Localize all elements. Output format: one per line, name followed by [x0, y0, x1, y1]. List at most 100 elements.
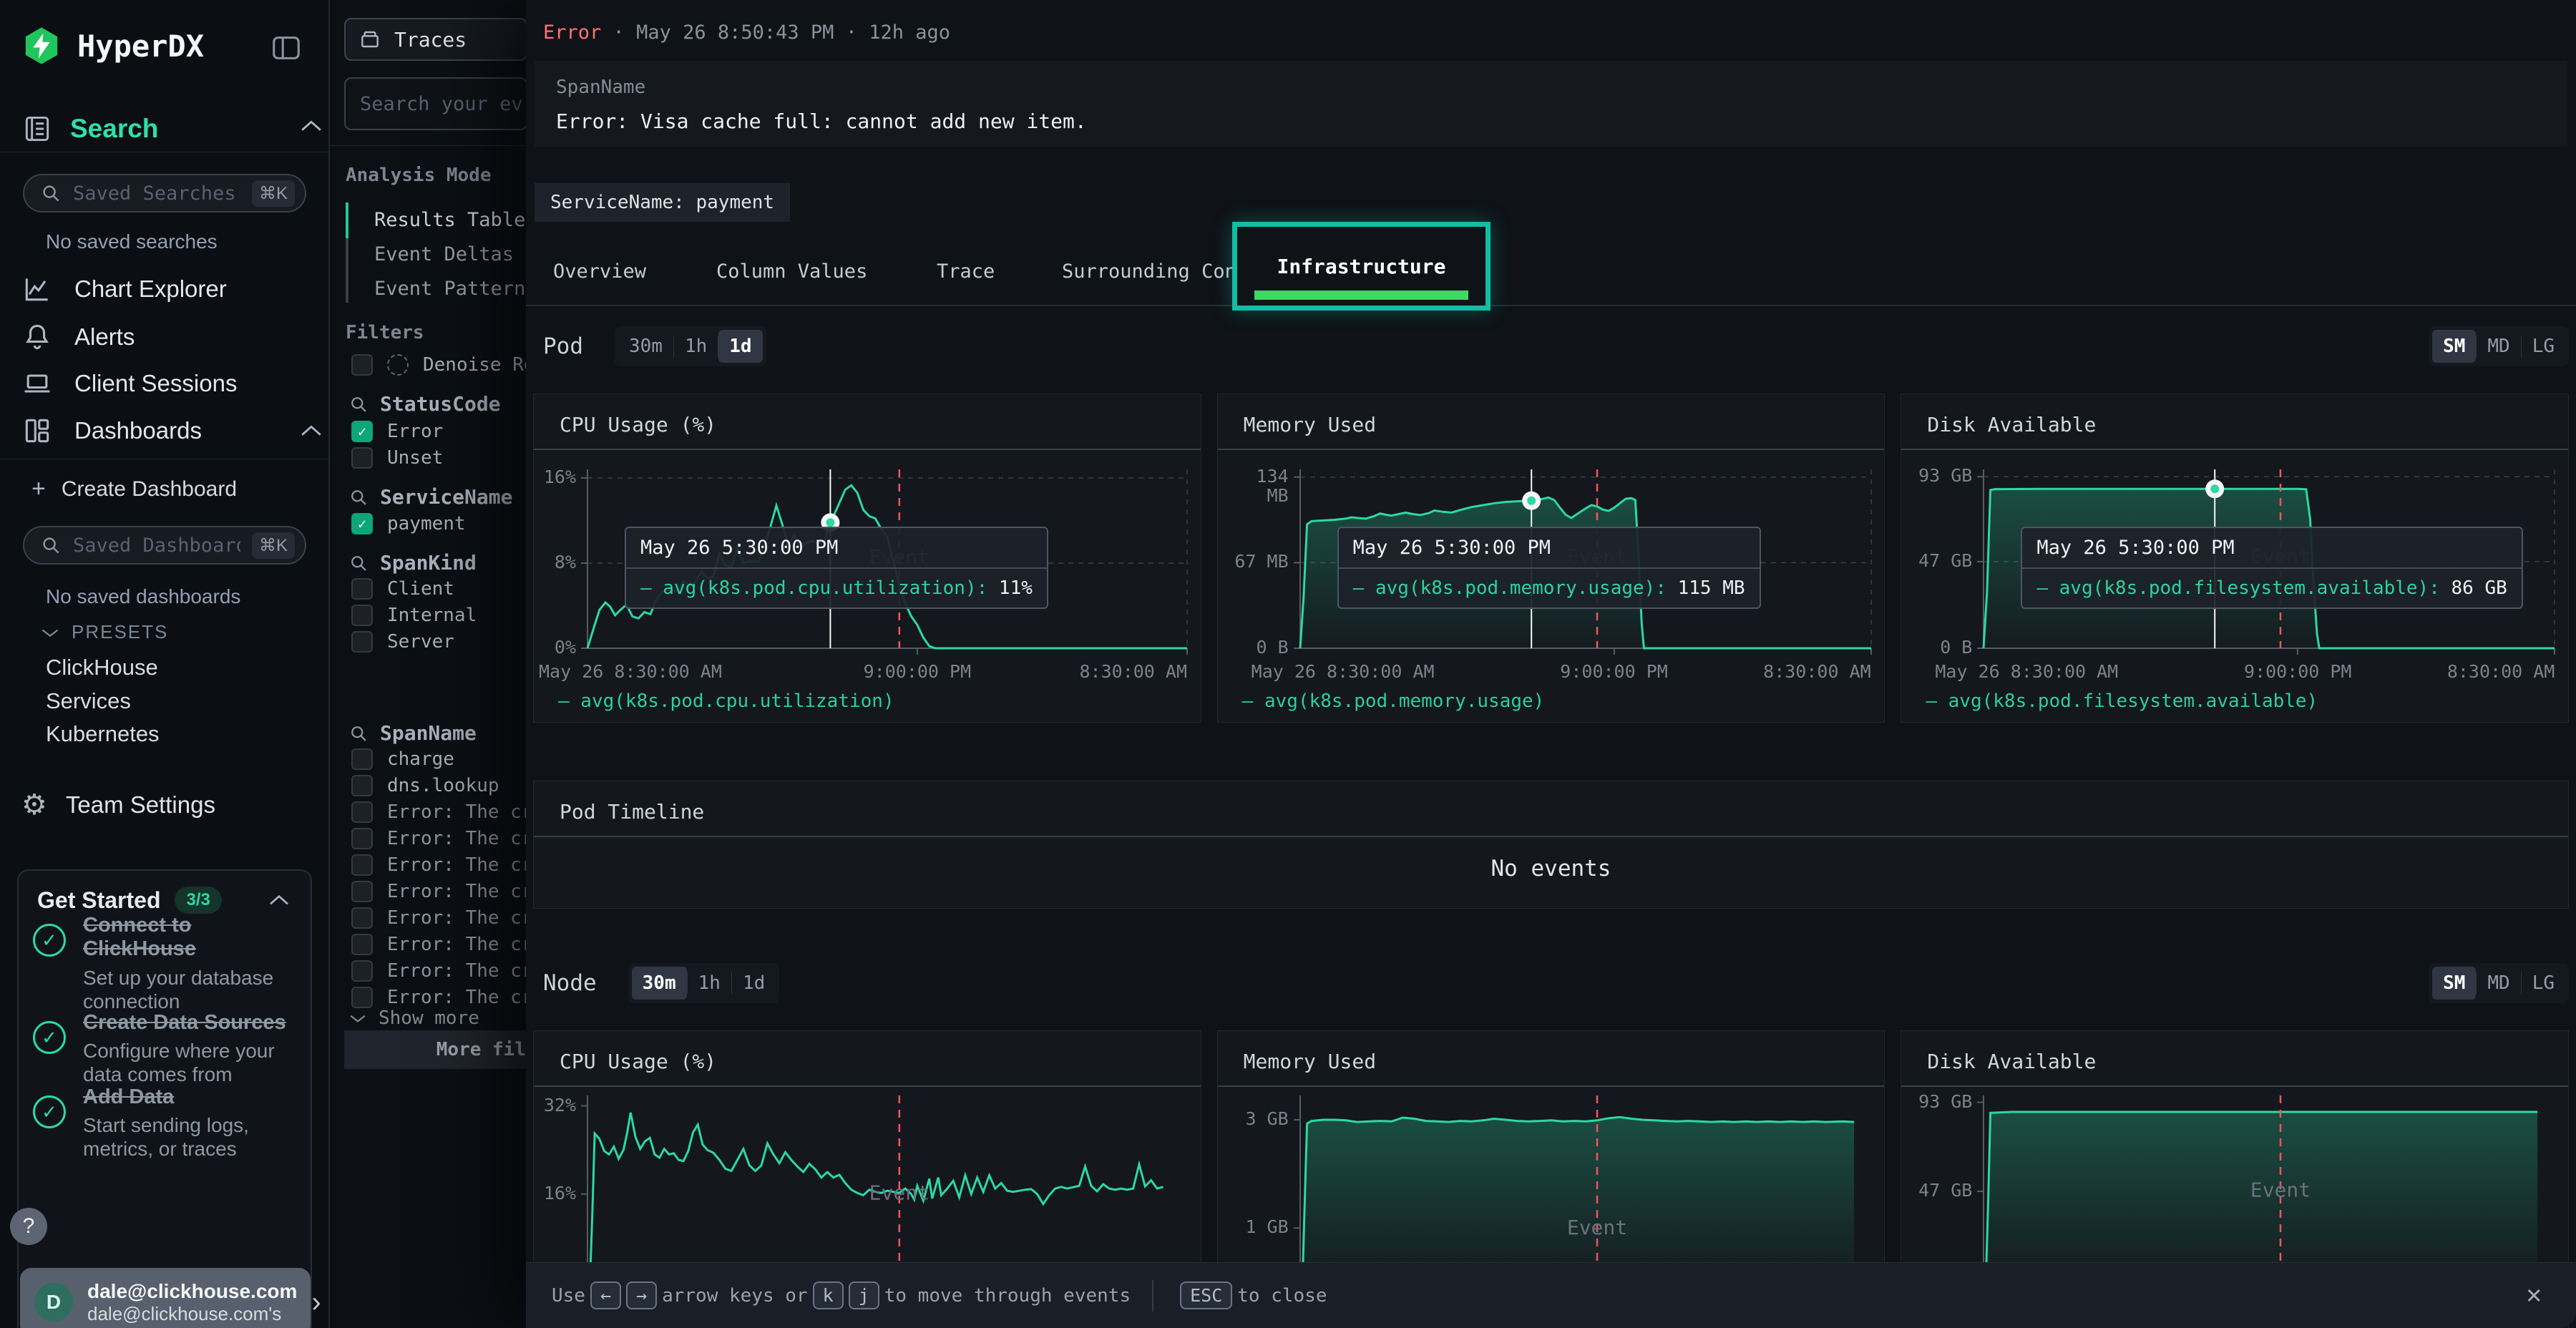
service-name-chip[interactable]: ServiceName: payment	[535, 183, 791, 222]
filter-option[interactable]: Unset	[351, 447, 443, 469]
filter-option[interactable]: dns.lookup	[351, 775, 499, 796]
search-icon	[348, 394, 369, 414]
y-axis-tick: 47 GB	[1918, 550, 1973, 571]
pod-charts-row: CPU Usage (%)EventMay 26 5:30:00 PM— avg…	[533, 394, 2570, 723]
tab-trace[interactable]: Trace	[937, 260, 995, 283]
check-icon: ✓	[33, 1021, 66, 1054]
checkbox[interactable]	[351, 934, 373, 955]
source-select[interactable]: Traces	[344, 18, 527, 61]
preset-kubernetes[interactable]: Kubernetes	[46, 721, 160, 746]
saved-searches-input[interactable]: Saved Searches ⌘K	[23, 174, 306, 213]
filter-option[interactable]: Error: The cr	[351, 934, 533, 955]
user-menu[interactable]: D dale@clickhouse.com dale@clickhouse.co…	[20, 1268, 321, 1328]
tooltip-value: — avg(k8s.pod.memory.usage): 115 MB	[1352, 577, 1745, 599]
checkbox[interactable]	[351, 447, 373, 469]
y-axis-tick: 0 B	[1256, 637, 1289, 658]
filter-option[interactable]: Server	[351, 631, 454, 653]
checkbox[interactable]	[351, 987, 373, 1008]
filter-option[interactable]: charge	[351, 748, 454, 770]
x-axis-tick: May 26 8:30:00 AM	[539, 661, 722, 682]
checkbox[interactable]	[351, 775, 373, 796]
range-1h[interactable]: 1h	[688, 967, 731, 1000]
filter-option[interactable]: Error: The cr	[351, 854, 533, 876]
tab-overview[interactable]: Overview	[553, 260, 647, 283]
range-1d[interactable]: 1d	[718, 330, 763, 363]
saved-dashboards-input[interactable]: Saved Dashboards ⌘K	[23, 526, 306, 565]
range-30m[interactable]: 30m	[618, 330, 673, 363]
tab-column-values[interactable]: Column Values	[716, 260, 868, 283]
chart-title: Memory Used	[1243, 1050, 1377, 1073]
filter-option[interactable]: Error: The cr	[351, 987, 533, 1008]
chart-tooltip: May 26 5:30:00 PM — avg(k8s.pod.filesyste…	[2021, 527, 2523, 609]
filter-option[interactable]: ✓ payment	[351, 513, 466, 534]
size-md[interactable]: MD	[2477, 330, 2520, 363]
filter-option[interactable]: Internal	[351, 605, 477, 626]
filter-option[interactable]: Error: The cr	[351, 881, 533, 902]
filter-option[interactable]: Error: The cr	[351, 960, 533, 982]
chevron-up-icon[interactable]	[299, 422, 323, 439]
show-more-button[interactable]: Show more	[348, 1007, 479, 1029]
mode-event-patterns[interactable]: Event Patterns	[374, 278, 537, 300]
checkbox[interactable]	[351, 907, 373, 929]
size-sm[interactable]: SM	[2432, 967, 2477, 1000]
chevron-up-icon[interactable]	[268, 892, 291, 908]
sidebar-item-dashboards[interactable]: Dashboards	[21, 415, 321, 446]
sidebar-item-chart-explorer[interactable]: Chart Explorer	[21, 273, 227, 305]
checkbox[interactable]	[351, 748, 373, 770]
range-30m[interactable]: 30m	[631, 967, 687, 1000]
filter-option[interactable]: ✓ Error	[351, 421, 443, 442]
mode-results-table[interactable]: Results Table	[374, 209, 526, 231]
pod-memory-chart-card[interactable]: Memory UsedEventMay 26 5:30:00 PM— avg(k…	[1216, 394, 1885, 723]
preset-services[interactable]: Services	[46, 688, 131, 713]
close-icon[interactable]: ✕	[2526, 1280, 2542, 1309]
chevron-right-icon: ›	[311, 1286, 321, 1318]
denoise-filter-row[interactable]: Denoise Re	[351, 354, 535, 376]
sidebar-item-alerts[interactable]: Alerts	[21, 321, 135, 353]
checkbox[interactable]	[351, 631, 373, 653]
checkbox[interactable]	[351, 960, 373, 982]
y-axis-tick: 8%	[554, 552, 576, 572]
avatar: D	[34, 1283, 73, 1322]
filter-option[interactable]: Error: The cr	[351, 801, 533, 823]
range-1d[interactable]: 1d	[732, 967, 776, 1000]
presets-toggle[interactable]: PRESETS	[40, 621, 168, 643]
checkbox[interactable]	[351, 881, 373, 902]
mode-event-deltas[interactable]: Event Deltas	[374, 243, 514, 265]
get-started-step[interactable]: ✓ Create Data Sources Configure where yo…	[33, 1011, 305, 1086]
preset-clickhouse[interactable]: ClickHouse	[46, 655, 158, 680]
pod-cpu-chart-card[interactable]: CPU Usage (%)EventMay 26 5:30:00 PM— avg…	[533, 394, 1201, 723]
sidebar-item-client-sessions[interactable]: Client Sessions	[21, 368, 237, 399]
tooltip-timestamp: May 26 5:30:00 PM	[1338, 528, 1760, 569]
checkbox[interactable]	[351, 605, 373, 626]
checkbox-checked[interactable]: ✓	[351, 421, 373, 442]
size-md[interactable]: MD	[2477, 967, 2520, 1000]
get-started-step[interactable]: ✓ Connect to ClickHouse Set up your data…	[33, 914, 298, 1013]
more-filters-button[interactable]: More fil	[344, 1030, 532, 1069]
filter-option[interactable]: Error: The cr	[351, 828, 533, 849]
chevron-up-icon[interactable]	[299, 117, 323, 135]
y-axis-tick: 134 MB	[1256, 465, 1289, 507]
get-started-step[interactable]: ✓ Add Data Start sending logs, metrics, …	[33, 1085, 305, 1161]
search-events-input[interactable]: Search your ev	[344, 77, 527, 130]
checkbox-checked[interactable]: ✓	[351, 513, 373, 534]
filter-option[interactable]: Client	[351, 578, 454, 600]
checkbox[interactable]	[351, 828, 373, 849]
filter-option[interactable]: Error: The cr	[351, 907, 533, 929]
checkbox[interactable]	[351, 854, 373, 876]
range-1h[interactable]: 1h	[674, 330, 718, 363]
checkbox[interactable]	[351, 354, 373, 376]
checkbox[interactable]	[351, 578, 373, 600]
pod-disk-chart-card[interactable]: Disk AvailableEventMay 26 5:30:00 PM— av…	[1901, 394, 2570, 723]
size-lg[interactable]: LG	[2522, 967, 2565, 1000]
size-lg[interactable]: LG	[2522, 330, 2565, 363]
bell-icon	[21, 321, 53, 353]
sidebar-collapse-icon[interactable]	[270, 31, 303, 64]
sidebar-item-search[interactable]: Search	[21, 113, 321, 145]
checkbox[interactable]	[351, 801, 373, 823]
create-dashboard-button[interactable]: + Create Dashboard	[31, 475, 238, 502]
sidebar-item-team-settings[interactable]: ⚙ Team Settings	[21, 789, 215, 821]
help-button[interactable]: ?	[10, 1208, 47, 1245]
tab-infrastructure[interactable]: Infrastructure	[1277, 254, 1446, 278]
tab-infrastructure-highlight[interactable]: Infrastructure	[1232, 222, 1491, 311]
size-sm[interactable]: SM	[2432, 330, 2477, 363]
